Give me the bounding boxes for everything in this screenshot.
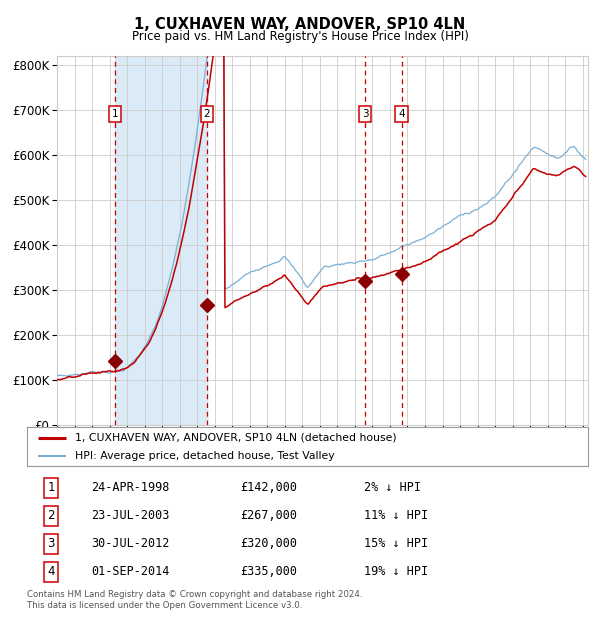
Text: 23-JUL-2003: 23-JUL-2003: [92, 510, 170, 523]
Text: 2: 2: [203, 109, 210, 119]
Text: 24-APR-1998: 24-APR-1998: [92, 482, 170, 495]
Text: Contains HM Land Registry data © Crown copyright and database right 2024.
This d: Contains HM Land Registry data © Crown c…: [27, 590, 362, 609]
Text: 4: 4: [47, 565, 55, 578]
Text: 11% ↓ HPI: 11% ↓ HPI: [364, 510, 428, 523]
Text: HPI: Average price, detached house, Test Valley: HPI: Average price, detached house, Test…: [74, 451, 334, 461]
Text: 01-SEP-2014: 01-SEP-2014: [92, 565, 170, 578]
Text: £335,000: £335,000: [240, 565, 297, 578]
Text: 2: 2: [47, 510, 55, 523]
Text: 19% ↓ HPI: 19% ↓ HPI: [364, 565, 428, 578]
Text: 30-JUL-2012: 30-JUL-2012: [92, 538, 170, 551]
Text: £142,000: £142,000: [240, 482, 297, 495]
Text: 4: 4: [398, 109, 405, 119]
Text: 15% ↓ HPI: 15% ↓ HPI: [364, 538, 428, 551]
Text: 1, CUXHAVEN WAY, ANDOVER, SP10 4LN: 1, CUXHAVEN WAY, ANDOVER, SP10 4LN: [134, 17, 466, 32]
Text: 3: 3: [362, 109, 368, 119]
Text: Price paid vs. HM Land Registry's House Price Index (HPI): Price paid vs. HM Land Registry's House …: [131, 30, 469, 43]
Text: 3: 3: [47, 538, 55, 551]
Text: 2% ↓ HPI: 2% ↓ HPI: [364, 482, 421, 495]
Text: 1, CUXHAVEN WAY, ANDOVER, SP10 4LN (detached house): 1, CUXHAVEN WAY, ANDOVER, SP10 4LN (deta…: [74, 433, 397, 443]
Text: 1: 1: [112, 109, 118, 119]
Bar: [115, 56, 207, 425]
Text: 1: 1: [47, 482, 55, 495]
Text: £267,000: £267,000: [240, 510, 297, 523]
Text: £320,000: £320,000: [240, 538, 297, 551]
